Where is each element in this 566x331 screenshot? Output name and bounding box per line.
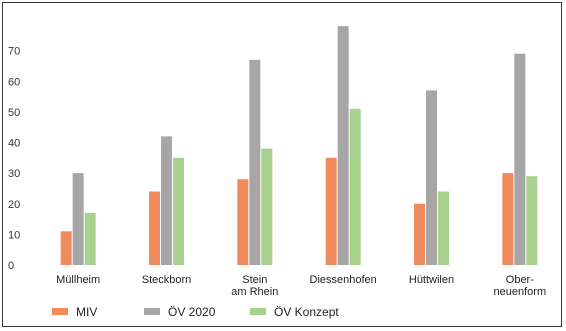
bar-miv-4 <box>414 203 425 265</box>
y-tick-label: 20 <box>8 199 20 211</box>
bar-miv-0 <box>60 231 72 265</box>
x-category-label: Diessenhofen <box>310 274 377 286</box>
x-category-label: Steckborn <box>142 274 192 286</box>
bar--v-2020-1 <box>161 136 172 265</box>
legend: MIV ÖV 2020 ÖV Konzept <box>52 305 339 319</box>
bar--v-konzept-0 <box>84 212 96 265</box>
y-tick-label: 50 <box>8 107 20 119</box>
chart-frame <box>2 2 562 327</box>
x-category-label: Hüttwilen <box>409 274 454 286</box>
y-tick-label: 10 <box>8 229 20 241</box>
bar--v-konzept-5 <box>526 176 538 265</box>
y-tick-label: 0 <box>8 260 14 272</box>
bar--v-2020-5 <box>514 53 526 265</box>
legend-swatch <box>250 308 266 315</box>
x-category-label: neuenform <box>494 286 547 298</box>
y-tick-label: 60 <box>8 76 20 88</box>
bar--v-2020-0 <box>72 173 84 265</box>
bar--v-2020-2 <box>249 59 261 265</box>
x-category-label: Stein <box>242 274 267 286</box>
x-category-label: Ober- <box>506 274 534 286</box>
legend-label: MIV <box>76 305 97 319</box>
bar-miv-5 <box>502 173 514 265</box>
y-axis: 0 10 20 30 40 50 60 70 <box>8 46 20 272</box>
bar--v-2020-3 <box>337 26 349 265</box>
bar--v-2020-4 <box>426 90 437 265</box>
y-tick-label: 30 <box>8 168 20 180</box>
y-tick-label: 70 <box>8 46 20 58</box>
legend-label: ÖV 2020 <box>168 305 216 319</box>
x-category-label: am Rhein <box>231 286 278 298</box>
x-category-label: Müllheim <box>56 274 100 286</box>
bar--v-konzept-1 <box>173 157 184 265</box>
bar--v-konzept-2 <box>261 148 273 265</box>
legend-swatch <box>52 308 68 315</box>
bar-miv-1 <box>149 191 160 265</box>
y-tick-label: 40 <box>8 138 20 150</box>
bar--v-konzept-4 <box>438 191 449 265</box>
bar--v-konzept-3 <box>349 108 361 265</box>
legend-swatch <box>144 308 160 315</box>
bar-miv-3 <box>325 157 337 265</box>
bars <box>60 26 538 265</box>
bar-miv-2 <box>237 179 249 265</box>
legend-label: ÖV Konzept <box>274 305 339 319</box>
